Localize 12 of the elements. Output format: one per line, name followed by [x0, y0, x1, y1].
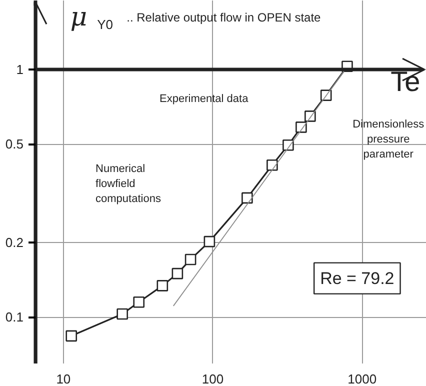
annotation: Re = 79.2: [320, 268, 394, 288]
y-tick-label: 1: [16, 62, 24, 78]
annotation: Numerical flowfield computations: [96, 162, 162, 205]
y-tick-label: 0.2: [5, 235, 24, 250]
annotation: Experimental data: [160, 93, 250, 106]
annotation: Dimensionless pressure parameter: [352, 118, 425, 160]
y-tick-label: 0.1: [5, 310, 24, 325]
x-tick-label: 1000: [348, 372, 377, 386]
y-tick-label: 0.5: [5, 136, 24, 152]
x-axis-title: Te: [390, 66, 420, 97]
x-tick-label: 100: [202, 372, 224, 386]
x-tick-label: 10: [56, 372, 71, 386]
